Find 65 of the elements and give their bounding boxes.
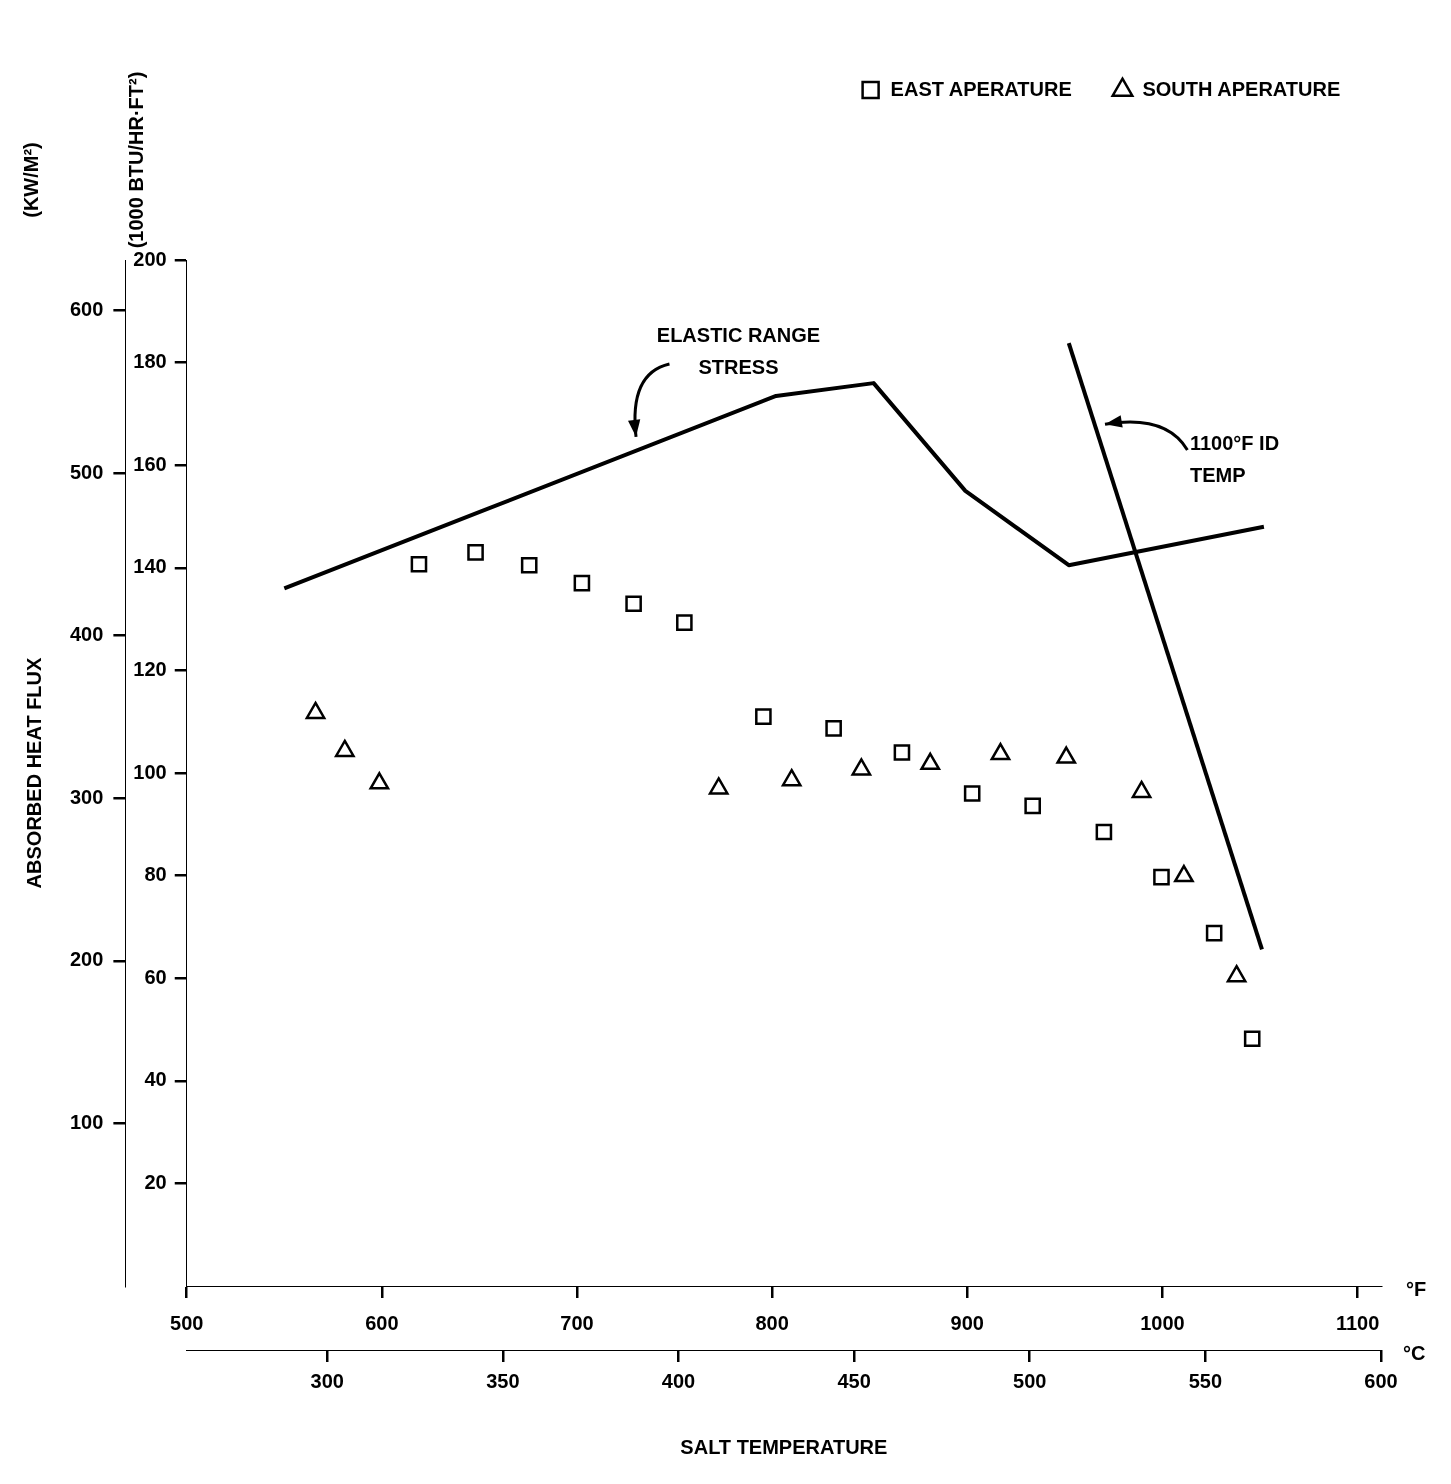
x-tick-label: 500 (170, 1311, 204, 1334)
x-tick-label: 900 (950, 1311, 984, 1334)
y2-axis-title: (KW/M²) (19, 142, 42, 218)
point (305, 701, 326, 720)
x-tick-label: 1000 (1140, 1311, 1185, 1334)
point (1226, 964, 1247, 983)
point (334, 739, 355, 758)
y-tick-label: 80 (144, 863, 167, 886)
point (1153, 868, 1170, 886)
point (676, 614, 693, 632)
legend-label: EAST APERATURE (890, 77, 1072, 100)
x2-tick-label: 400 (661, 1369, 696, 1392)
point (893, 744, 911, 761)
point (369, 772, 390, 790)
x2-tick-label: 450 (837, 1369, 871, 1392)
x-tick-label: 800 (755, 1311, 789, 1334)
x2-tick-label: 350 (486, 1369, 520, 1392)
point (1174, 864, 1194, 883)
point (781, 768, 802, 787)
point (1131, 780, 1152, 799)
point (755, 708, 772, 725)
x2-tick-label: 500 (1013, 1369, 1047, 1392)
y2-tick-label: 300 (69, 785, 104, 808)
y-tick-label: 140 (133, 555, 167, 578)
point (410, 555, 428, 573)
point (573, 574, 591, 592)
y2-tick-label: 600 (69, 297, 104, 320)
x-axis-title: SALT TEMPERATURE (680, 1435, 888, 1458)
y-tick-label: 180 (133, 350, 167, 373)
y-tick-label: 160 (133, 452, 167, 475)
point (825, 720, 842, 737)
y2-tick-label: 100 (69, 1110, 104, 1133)
point (963, 785, 981, 802)
y-tick-label: 200 (133, 247, 167, 270)
point (990, 742, 1011, 761)
y-tick-label: 40 (144, 1068, 167, 1091)
annotation: 1100°F ID TEMP (1189, 432, 1280, 487)
point (520, 556, 538, 574)
y-tick-label: 100 (133, 760, 167, 783)
annotation: ELASTIC RANGE STRESS (656, 324, 821, 379)
y2-tick-label: 500 (69, 460, 104, 483)
point (1095, 823, 1113, 841)
x2-tick-label: 550 (1188, 1369, 1223, 1392)
point (920, 752, 941, 771)
y-axis-title: (1000 BTU/HR·FT²) (124, 71, 147, 249)
point (851, 758, 872, 776)
x2-tick-label: 600 (1364, 1369, 1398, 1392)
x-tick-label: 1100 (1335, 1311, 1380, 1334)
x2-tick-label: 300 (310, 1369, 344, 1392)
y2-tick-label: 400 (69, 623, 104, 646)
y-tick-label: 20 (144, 1170, 167, 1193)
y2-tick-label: 200 (69, 948, 104, 971)
point (1056, 746, 1077, 764)
point (1024, 797, 1041, 815)
text: ABSORBED HEAT FLUX (22, 656, 45, 889)
legend-label: SOUTH APERATURE (1142, 77, 1341, 100)
x-tick-label: 600 (365, 1311, 399, 1334)
point (467, 544, 484, 561)
point (708, 777, 729, 795)
y-tick-label: 60 (144, 965, 167, 988)
point (625, 595, 642, 613)
x2-axis-title: °C (1403, 1341, 1426, 1364)
y-tick-label: 120 (133, 657, 167, 680)
text: °F (1406, 1277, 1427, 1300)
x-tick-label: 700 (560, 1311, 594, 1334)
